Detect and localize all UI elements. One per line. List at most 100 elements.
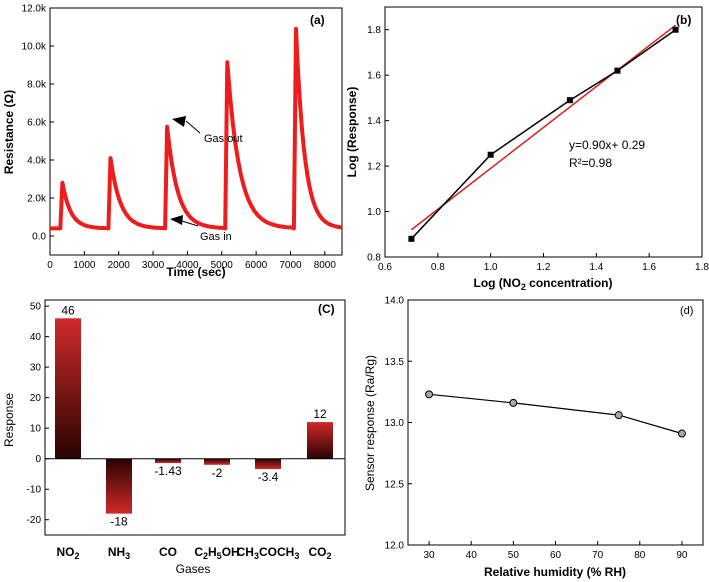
x-tick-label: 60: [550, 550, 562, 561]
y-tick-label: 1.0: [367, 207, 381, 218]
panel-c-frame: [44, 299, 346, 536]
fit-equation: y=0.90x+ 0.29: [569, 138, 645, 152]
x-tick-label: 0.8: [431, 262, 445, 273]
panel-a-label: (a): [310, 13, 325, 27]
x-tick-label: 30: [424, 550, 436, 561]
y-tick-label: 10.0k: [22, 42, 47, 53]
bar-value-label: -18: [110, 515, 128, 529]
panel-d-frame: [407, 299, 704, 546]
bar-value-label: 46: [61, 303, 75, 317]
bar: [204, 458, 230, 465]
panel-c-label: (C): [318, 302, 335, 316]
panel-a-xlabel: Time (sec): [166, 265, 225, 279]
y-tick-label: 2.0k: [27, 194, 47, 205]
x-tick-label: 2000: [108, 260, 131, 271]
data-point: [566, 97, 573, 104]
bar: [255, 458, 281, 470]
y-tick-label: 12.0: [385, 541, 405, 552]
gas-in-annotation: Gas in: [170, 215, 232, 243]
y-tick-label: 14.0: [385, 296, 405, 307]
x-tick-label: 6000: [245, 260, 268, 271]
panel-b: 0.6 0.8 1.0 1.2 1.4 1.6 1.80.81.01.21.41.61.8 …: [345, 6, 709, 292]
panel-b-ylabel: Log (Response): [345, 87, 359, 178]
panel-c-ticks: -20 -10 0 10 20 30 40 50: [27, 302, 49, 526]
data-point: [487, 151, 494, 158]
x-tick-label: 4000: [176, 260, 199, 271]
y-tick-label: 8.0k: [27, 80, 47, 91]
panel-b-label: (b): [676, 13, 691, 27]
data-point: [614, 411, 623, 420]
category-co: CO: [159, 545, 177, 559]
panel-a-ticks: 0 1000 2000 3000 4000 5000 6000 7000 8000 0.0 2.0k…: [22, 4, 337, 272]
data-point: [614, 67, 621, 74]
bar: [307, 422, 333, 459]
x-tick-label: 90: [676, 550, 688, 561]
bar-value-label: -3.4: [258, 470, 279, 484]
data-point: [408, 235, 415, 242]
x-tick-label: 3000: [142, 260, 165, 271]
bar-value-label: -1.43: [154, 464, 182, 478]
x-tick-label: 1000: [73, 260, 96, 271]
panel-b-xlabel: Log (NO2 concentration): [473, 276, 612, 292]
bar-value-label: 12: [313, 407, 327, 421]
y-tick-label: 4.0k: [27, 156, 47, 167]
x-tick-label: 7000: [279, 260, 302, 271]
panel-c: -20 -10 0 10 20 30 40 50 46 -18 -1.43 -2 -3.4 12 (C)…: [2, 299, 346, 576]
x-tick-label: 1.6: [642, 262, 656, 273]
resistance-curve: [50, 26, 343, 231]
panel-c-categories: NO2 NH3 CO C2H5OH CH3COCH3 CO2: [56, 545, 331, 561]
gas-in-label: Gas in: [200, 231, 232, 243]
y-tick-label: 1.6: [367, 71, 381, 82]
y-tick-label: 0.0: [32, 232, 46, 243]
category-ch3coch3: CH3COCH3: [237, 545, 300, 561]
gas-out-arrowhead: [172, 116, 186, 127]
y-tick-label: 12.5: [385, 479, 405, 490]
y-tick-label: 20: [30, 393, 42, 404]
y-tick-label: 13.0: [385, 418, 405, 429]
panel-a-ylabel: Resistance (Ω): [2, 90, 16, 174]
panel-b-ticks: 0.6 0.8 1.0 1.2 1.4 1.6 1.80.81.01.21.41.61.8: [367, 25, 709, 273]
panel-d-ylabel: Sensor response (Ra/Rg): [363, 355, 377, 491]
x-tick-label: 1.0: [484, 262, 498, 273]
bar: [55, 318, 81, 459]
x-tick-label: 1.2: [537, 262, 551, 273]
response-points: [408, 26, 679, 242]
x-tick-label: 8000: [314, 260, 337, 271]
x-tick-label: 50: [508, 550, 520, 561]
y-tick-label: 40: [30, 332, 42, 343]
panel-d: 30 40 50 60 70 80 90 12.0 12.5 13.0 13.5 14.0 (d) R…: [363, 296, 704, 579]
gas-out-arrow: [185, 120, 201, 134]
bar-value-label: -2: [212, 466, 223, 480]
y-tick-label: 0.8: [367, 253, 381, 264]
category-no2: NO2: [56, 545, 79, 561]
panel-d-xlabel: Relative humidity (% RH): [484, 565, 626, 579]
response-line: [410, 29, 677, 240]
data-point: [425, 390, 434, 399]
y-tick-label: 12.0k: [22, 4, 47, 15]
x-tick-label: 1.4: [589, 262, 603, 273]
y-tick-label: 0: [35, 454, 41, 465]
humidity-response-points: [425, 390, 686, 438]
bar-group: [55, 318, 333, 514]
fit-r2: R²=0.98: [569, 156, 612, 170]
bar: [155, 458, 181, 464]
panel-a-frame: [49, 7, 343, 256]
category-co2: CO2: [308, 545, 331, 561]
y-tick-label: 30: [30, 363, 42, 374]
gas-out-label: Gas out: [204, 133, 243, 145]
category-c2h5oh: C2H5OH: [194, 545, 239, 561]
panel-a: 0 1000 2000 3000 4000 5000 6000 7000 8000 0.0 2.0k…: [2, 4, 343, 279]
panel-c-xlabel: Gases: [176, 562, 211, 576]
panel-d-label: (d): [680, 305, 693, 317]
gas-in-arrowhead: [170, 215, 183, 225]
x-tick-label: 0.6: [378, 262, 392, 273]
x-tick-label: 1.8: [695, 262, 709, 273]
data-point: [509, 398, 518, 407]
y-tick-label: 1.4: [367, 116, 381, 127]
x-tick-label: 80: [634, 550, 646, 561]
gas-in-arrow: [181, 220, 199, 227]
y-tick-label: 6.0k: [27, 118, 47, 129]
bar-value-labels: 46 -18 -1.43 -2 -3.4 12: [61, 303, 327, 528]
data-point: [677, 429, 686, 438]
